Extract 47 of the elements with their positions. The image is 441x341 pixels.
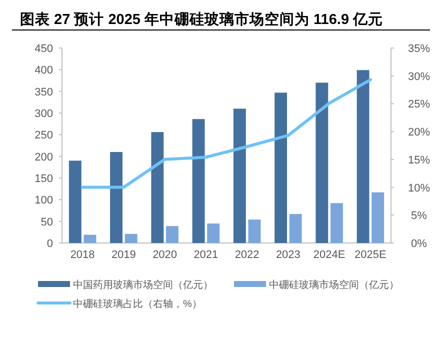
bar [316, 82, 328, 243]
bar [274, 92, 288, 243]
bar [192, 119, 205, 243]
legend-label: 中国药用玻璃市场空间（亿元） [73, 279, 213, 291]
y-tick-label: 0 [46, 238, 53, 250]
y2-tick-label: 15% [408, 154, 430, 166]
y-tick-label: 300 [34, 108, 53, 120]
bar [110, 152, 123, 243]
legend-label: 中硼硅玻璃市场空间（亿元） [269, 279, 399, 291]
bar [166, 226, 178, 243]
chart-title: 图表 27 预计 2025 年中硼硅玻璃市场空间为 116.9 亿元 [20, 10, 384, 28]
x-tick-label: 2022 [234, 249, 260, 261]
y2-tick-label: 0% [411, 238, 428, 250]
y2-tick-label: 25% [408, 98, 430, 111]
y-tick-label: 50 [40, 216, 53, 228]
bar [356, 70, 370, 243]
x-tick-label: 2023 [276, 249, 300, 261]
y-tick-label: 200 [34, 151, 53, 164]
bar [289, 214, 302, 243]
y-tick-label: 400 [34, 64, 53, 77]
bar [248, 220, 261, 243]
x-tick-label: 2018 [70, 249, 95, 261]
line-series [81, 78, 372, 189]
bar [233, 108, 246, 243]
y2-tick-label: 5% [411, 210, 428, 222]
y-tick-label: 100 [34, 194, 53, 207]
y2-tick-label: 35% [408, 43, 430, 55]
x-tick-label: 2021 [194, 249, 218, 261]
y-tick-label: 450 [34, 43, 53, 55]
bar [84, 234, 96, 243]
y-tick-label: 250 [34, 130, 53, 142]
x-tick-label: 2020 [152, 249, 178, 261]
x-tick-label: 2025E [354, 249, 386, 261]
y2-tick-label: 20% [408, 126, 430, 139]
bar [68, 160, 82, 243]
y-tick-label: 350 [34, 86, 53, 98]
y2-tick-label: 10% [408, 182, 430, 194]
bar [124, 234, 138, 243]
y2-tick-label: 30% [408, 70, 430, 83]
bar [207, 224, 220, 243]
bar [330, 203, 343, 243]
x-tick-label: 2019 [111, 249, 136, 261]
bar [151, 132, 164, 243]
y-tick-label: 150 [34, 173, 53, 185]
bar [372, 192, 384, 243]
legend-label: 中硼硅玻璃占比（右轴，%） [73, 298, 202, 310]
x-tick-label: 2024E [313, 249, 346, 261]
